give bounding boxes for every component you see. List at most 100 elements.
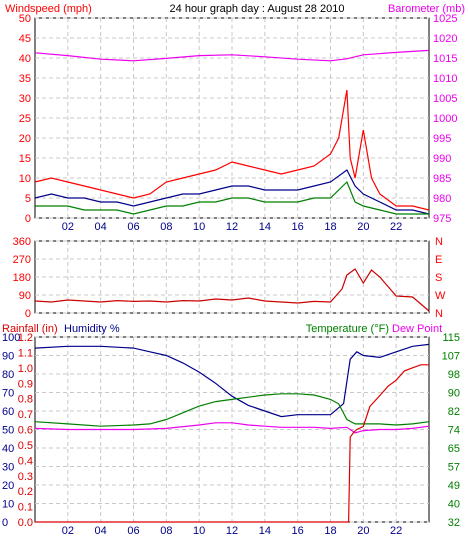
humidity-tick-label: 30 <box>2 462 14 474</box>
humidity-tick-label: 0 <box>2 517 8 529</box>
direction-series-line <box>34 268 430 312</box>
barometer-tick-label: 1000 <box>433 113 457 125</box>
wind-x-tick-label: 02 <box>62 221 74 233</box>
direction-tick-label: 90 <box>19 290 31 302</box>
rainfall-tick-label: 0.8 <box>18 394 33 406</box>
temperature-tick-label: 115 <box>442 332 460 344</box>
climate-x-tick-label: 16 <box>292 525 304 537</box>
compass-tick-label: W <box>435 290 446 302</box>
wind-x-tick-label: 08 <box>160 221 172 233</box>
climate-x-tick-label: 02 <box>62 525 74 537</box>
wind-series-line <box>35 180 429 215</box>
barometer-tick-label: 1020 <box>433 33 457 45</box>
wind-tick-label: 35 <box>19 73 31 85</box>
climate-series-line <box>34 422 430 434</box>
temperature-tick-label: 32 <box>448 517 460 529</box>
temperature-axis-title: Temperature (°F) <box>306 323 389 335</box>
barometer-tick-label: 1015 <box>433 53 457 65</box>
barometer-tick-label: 985 <box>433 173 451 185</box>
climate-x-tick-label: 18 <box>324 525 336 537</box>
climate-x-tick-label: 20 <box>357 525 369 537</box>
climate-x-tick-label: 08 <box>160 525 172 537</box>
dewpoint-axis-title: Dew Point <box>392 323 442 335</box>
direction-tick-label: 0 <box>25 308 31 320</box>
climate-x-tick-label: 14 <box>259 525 271 537</box>
rainfall-tick-label: 0.1 <box>18 502 33 514</box>
wind-x-tick-label: 14 <box>259 221 271 233</box>
wind-x-tick-label: 04 <box>95 221 107 233</box>
rainfall-tick-label: 0.3 <box>18 471 33 483</box>
barometer-tick-label: 1025 <box>433 13 457 25</box>
humidity-tick-label: 10 <box>2 499 14 511</box>
humidity-tick-label: 60 <box>2 406 14 418</box>
rainfall-tick-label: 0.5 <box>18 440 33 452</box>
climate-x-tick-label: 04 <box>95 525 107 537</box>
wind-x-tick-label: 10 <box>193 221 205 233</box>
rainfall-tick-label: 1.1 <box>18 347 33 359</box>
climate-x-tick-label: 12 <box>226 525 238 537</box>
temperature-tick-label: 82 <box>448 406 460 418</box>
compass-tick-label: N <box>435 308 443 320</box>
rainfall-tick-label: 0.7 <box>18 409 33 421</box>
wind-tick-label: 45 <box>19 33 31 45</box>
climate-x-tick-label: 22 <box>390 525 402 537</box>
direction-tick-label: 270 <box>13 254 31 266</box>
wind-series-line <box>34 89 430 211</box>
humidity-tick-label: 90 <box>2 351 14 363</box>
temperature-tick-label: 107 <box>442 351 460 363</box>
wind-tick-label: 50 <box>19 13 31 25</box>
rainfall-tick-label: 0.4 <box>18 455 33 467</box>
humidity-tick-label: 70 <box>2 388 14 400</box>
wind-axis-title: Windspeed (mph) <box>5 3 92 15</box>
humidity-axis-title: Humidity % <box>64 323 120 335</box>
rainfall-tick-label: 0.0 <box>18 517 33 529</box>
rainfall-tick-label: 0.9 <box>18 378 33 390</box>
temperature-tick-label: 40 <box>448 499 460 511</box>
wind-series-line <box>34 49 430 62</box>
barometer-tick-label: 990 <box>433 153 451 165</box>
wind-tick-label: 25 <box>19 113 31 125</box>
wind-x-tick-label: 12 <box>226 221 238 233</box>
wind-tick-label: 10 <box>19 173 31 185</box>
wind-tick-label: 5 <box>25 193 31 205</box>
wind-series-line <box>34 169 430 215</box>
direction-tick-label: 180 <box>13 272 31 284</box>
wind-tick-label: 15 <box>19 153 31 165</box>
rainfall-tick-label: 1.2 <box>18 332 33 344</box>
temperature-tick-label: 57 <box>448 462 460 474</box>
wind-tick-label: 20 <box>19 133 31 145</box>
barometer-axis-title: Barometer (mb) <box>388 3 465 15</box>
wind-x-tick-label: 06 <box>127 221 139 233</box>
temperature-tick-label: 49 <box>448 480 460 492</box>
humidity-tick-label: 50 <box>2 425 14 437</box>
temperature-tick-label: 74 <box>448 425 460 437</box>
barometer-tick-label: 1005 <box>433 93 457 105</box>
rainfall-tick-label: 1.0 <box>18 363 33 375</box>
wind-x-tick-label: 16 <box>292 221 304 233</box>
compass-tick-label: N <box>435 236 443 248</box>
barometer-tick-label: 980 <box>433 193 451 205</box>
climate-x-tick-label: 06 <box>127 525 139 537</box>
barometer-tick-label: 1010 <box>433 73 457 85</box>
humidity-tick-label: 80 <box>2 369 14 381</box>
humidity-tick-label: 100 <box>2 332 20 344</box>
direction-tick-label: 360 <box>13 236 31 248</box>
wind-tick-label: 0 <box>25 213 31 225</box>
wind-x-tick-label: 22 <box>390 221 402 233</box>
humidity-tick-label: 20 <box>2 480 14 492</box>
wind-x-tick-label: 18 <box>324 221 336 233</box>
barometer-tick-label: 975 <box>433 213 451 225</box>
temperature-tick-label: 90 <box>448 388 460 400</box>
humidity-tick-label: 40 <box>2 443 14 455</box>
rainfall-tick-label: 0.2 <box>18 486 33 498</box>
climate-series-line <box>34 393 430 427</box>
wind-tick-label: 40 <box>19 53 31 65</box>
barometer-tick-label: 995 <box>433 133 451 145</box>
climate-x-tick-label: 10 <box>193 525 205 537</box>
climate-series-line <box>35 364 429 523</box>
compass-tick-label: E <box>435 254 442 266</box>
rainfall-tick-label: 0.6 <box>18 425 33 437</box>
rainfall-axis-title: Rainfall (in) <box>2 323 58 335</box>
